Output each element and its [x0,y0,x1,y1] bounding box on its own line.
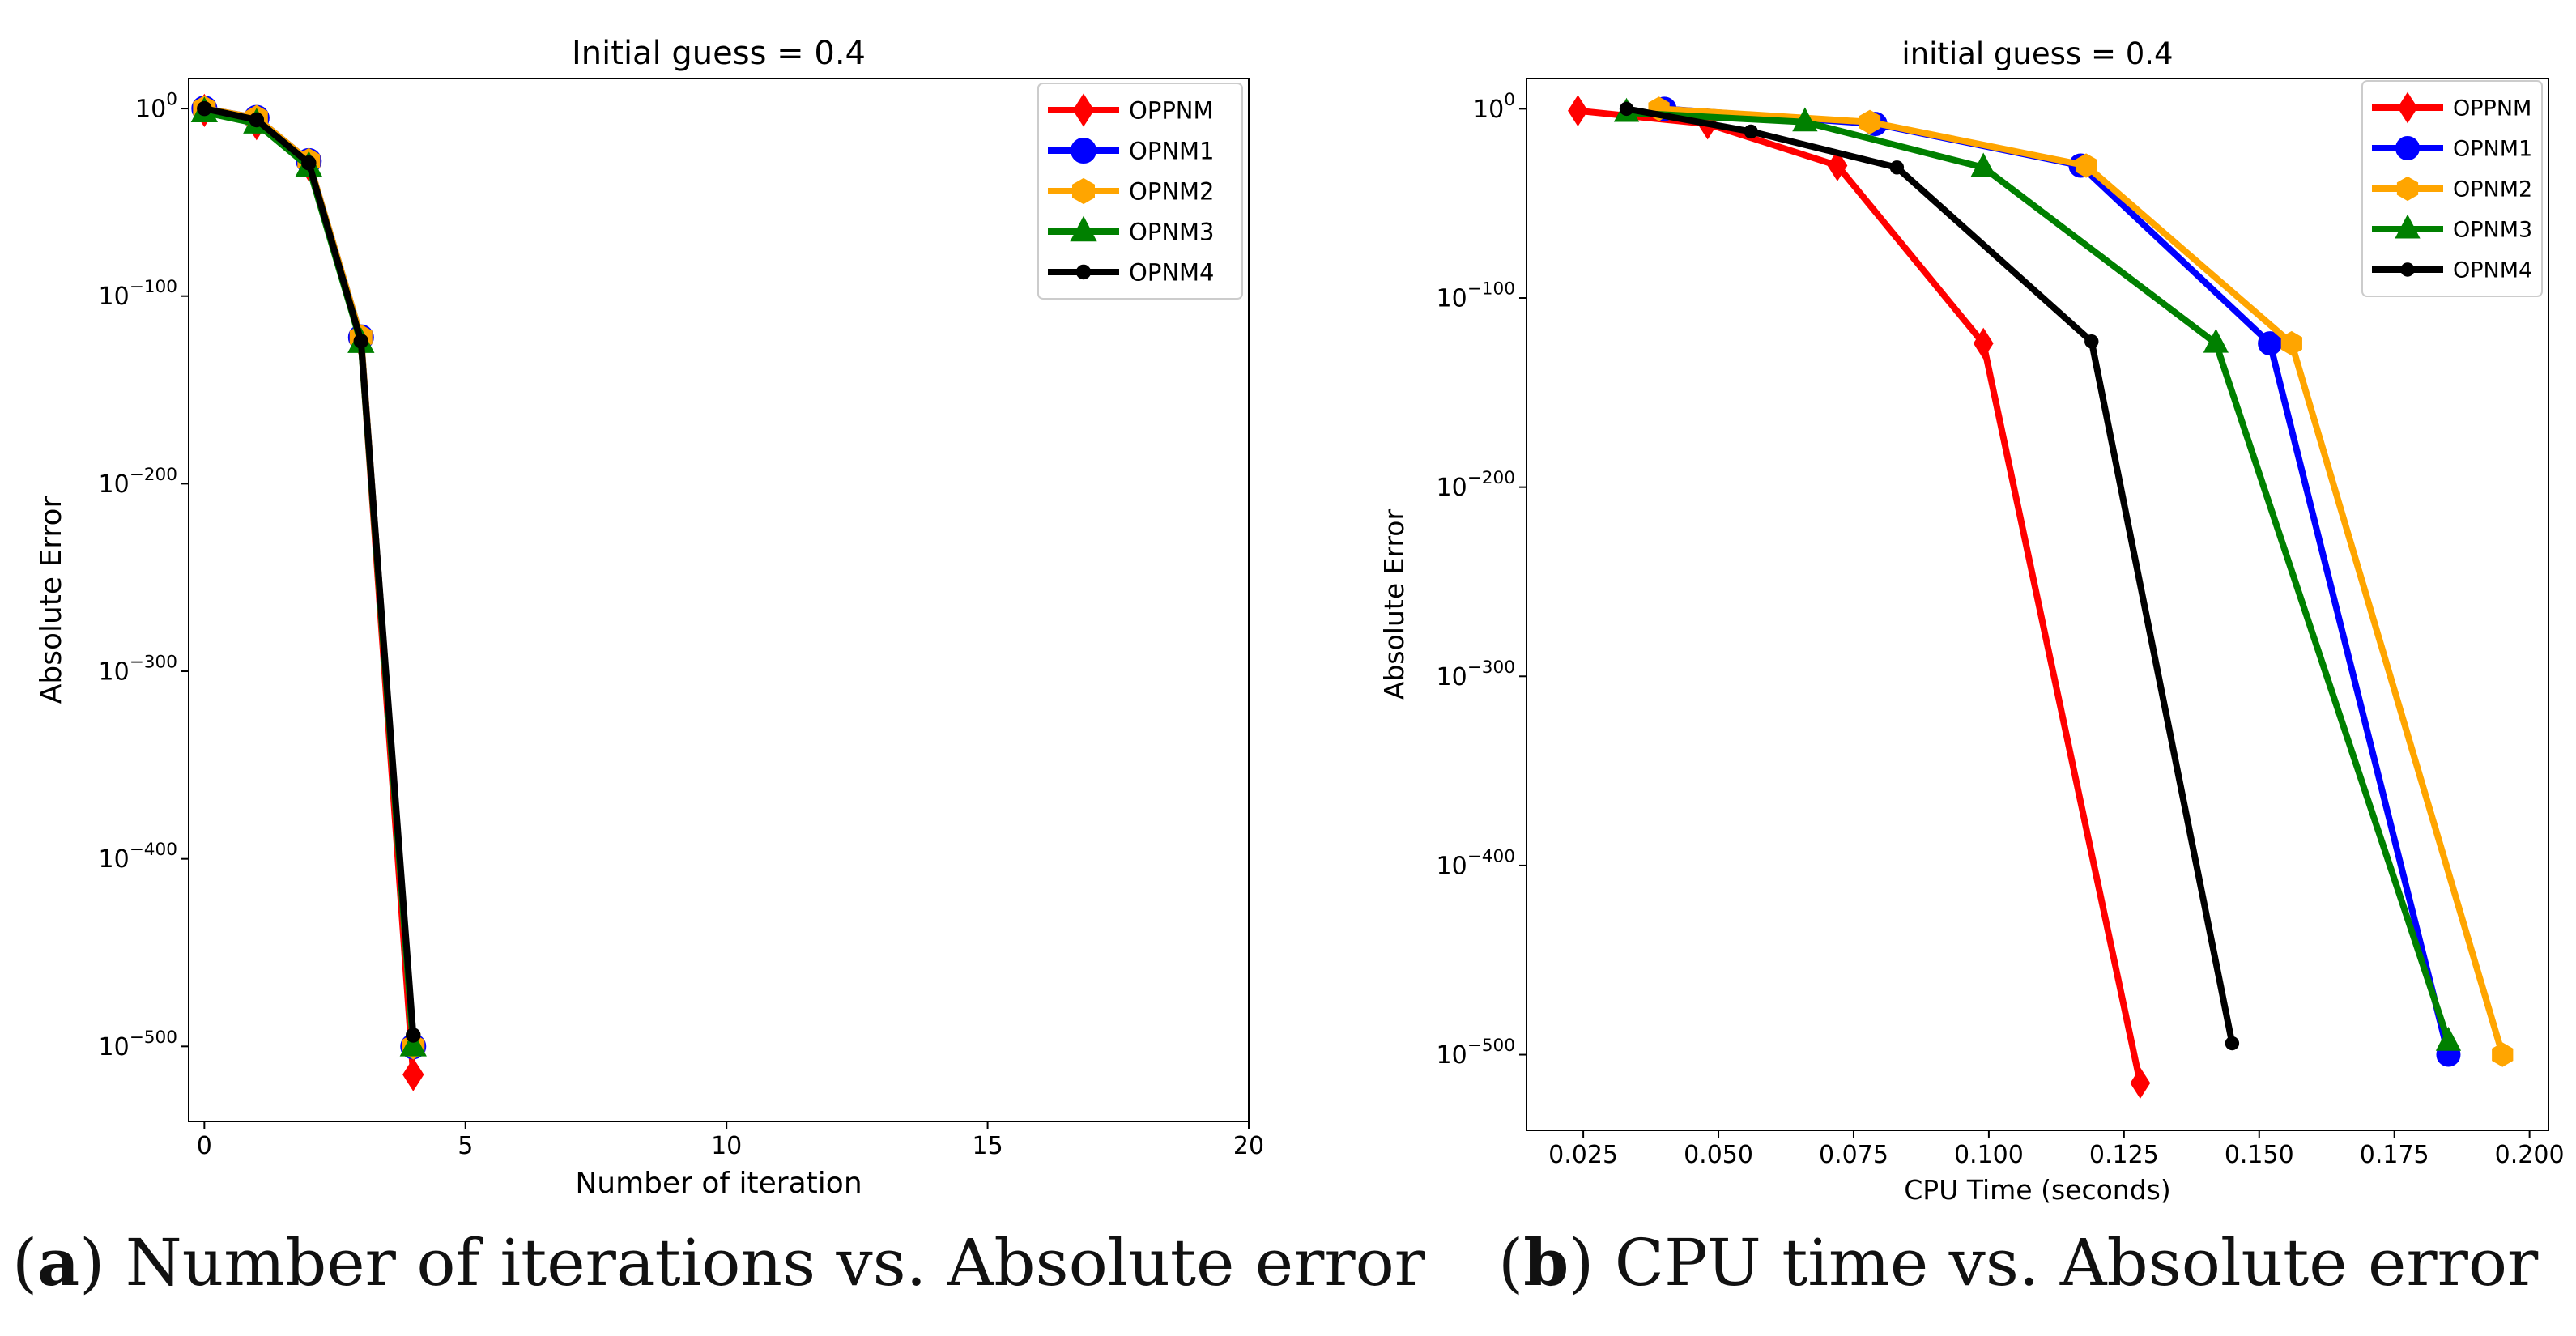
data-point-opnm3 [2435,1026,2462,1051]
x-tick-label: 0.075 [1819,1141,1888,1169]
y-axis-label: Absolute Error [35,496,68,704]
data-point-opnm4 [406,1028,421,1043]
data-point-opnm2 [1859,109,1881,134]
data-point-oppnm [1568,95,1588,127]
x-axis-label: CPU Time (seconds) [1904,1174,2170,1206]
chart-title: initial guess = 0.4 [1901,36,2173,71]
x-tick-label: 0 [197,1132,212,1160]
caption-b: (b) CPU time vs. Absolute error [1498,1224,2539,1300]
legend-label-opnm1: OPNM1 [2453,137,2532,162]
x-tick-label: 0.025 [1548,1141,1618,1169]
panel-a-chart: Initial guess = 0.4 0 5 10 15 20 100 10−100 10−2… [35,35,1264,1200]
series-line-opnm4 [1625,105,2236,1045]
data-point-opnm2 [2280,330,2302,356]
legend-marker-opnm3 [2395,214,2421,239]
data-point-oppnm [402,1057,424,1091]
data-point-opnm2 [2492,1042,2514,1067]
series-line-opnm3 [1626,109,2452,1043]
y-tick-label: 10−300 [1437,657,1516,691]
legend-label-oppnm: OPPNM [2453,96,2531,121]
data-point-opnm2 [2075,153,2097,178]
caption-b-text: CPU time vs. Absolute error [1614,1225,2539,1300]
x-tick-label: 20 [1233,1132,1264,1160]
x-tick-label: 0.100 [1954,1141,2024,1169]
x-tick-label: 15 [972,1132,1003,1160]
series-line-opnm4 [203,105,417,1036]
y-tick-label: 10−200 [99,465,178,499]
legend-marker-oppnm [1072,93,1095,127]
legend-marker-opnm3 [1070,215,1097,242]
legend-box [1037,83,1243,300]
legend-label-opnm4: OPNM4 [2453,258,2532,283]
legend-label-opnm3: OPNM3 [1129,218,1214,245]
legend-marker-opnm4 [1075,264,1092,280]
y-tick-label: 10−200 [1437,468,1516,502]
x-tick-label: 0.175 [2360,1141,2429,1169]
data-point-opnm4 [249,112,265,128]
legend-marker-oppnm [2397,91,2418,124]
y-tick-label: 10−100 [1437,279,1516,313]
data-point-opnm4 [2084,334,2099,349]
data-point-opnm4 [197,100,212,117]
data-point-opnm4 [2225,1036,2240,1051]
data-point-opnm4 [1744,124,1758,139]
legend-marker-opnm4 [2400,262,2415,277]
caption-a: (a) Number of iterations vs. Absolute er… [12,1224,1426,1300]
legend-label-opnm2: OPNM2 [2453,177,2532,202]
data-point-opnm4 [353,334,369,349]
data-point-opnm3 [1970,152,1996,177]
data-point-oppnm [1973,327,1994,360]
plot-frame [188,78,1250,1122]
chart-title: Initial guess = 0.4 [572,35,866,72]
caption-b-letter: b [1523,1224,1569,1300]
caption-a-text: Number of iterations vs. Absolute error [125,1225,1426,1300]
legend-marker-opnm2 [2396,176,2419,202]
x-tick-label: 5 [458,1132,473,1160]
data-point-opnm3 [399,1030,427,1057]
legend-box [2361,80,2543,297]
caption-a-letter: a [37,1224,80,1300]
x-axis-label: Number of iteration [575,1167,862,1200]
y-tick-label: 10−300 [99,653,178,687]
data-point-opnm4 [301,155,317,171]
y-axis-label: Absolute Error [1378,508,1410,700]
data-point-opnm3 [2203,328,2229,353]
legend-marker-opnm2 [1072,177,1095,205]
y-tick-label: 10−100 [99,277,178,311]
y-tick-label: 100 [1473,90,1515,124]
panel-b-chart: initial guess = 0.4 0.025 0.050 0.075 0.100 0… [1378,36,2565,1206]
y-tick-label: 10−400 [1437,846,1516,880]
legend-label-opnm4: OPNM4 [1129,258,1214,286]
data-point-opnm3 [1792,107,1818,132]
legend-marker-opnm1 [1071,138,1096,164]
legend-marker-opnm1 [2395,136,2420,160]
x-tick-label: 0.150 [2225,1141,2294,1169]
x-tick-label: 0.050 [1684,1141,1753,1169]
y-tick-label: 10−500 [1437,1036,1516,1070]
x-tick-label: 0.200 [2495,1141,2565,1169]
x-tick-label: 0.125 [2089,1141,2159,1169]
legend-label-oppnm: OPPNM [1129,96,1214,124]
y-tick-label: 10−500 [99,1028,178,1062]
data-point-oppnm [1827,150,1848,181]
plot-frame [1526,78,2549,1131]
y-tick-label: 10−400 [99,840,178,874]
legend-label-opnm3: OPNM3 [2453,218,2532,243]
data-point-opnm4 [1889,160,1905,175]
series-line-opnm1 [1663,105,2452,1056]
data-point-oppnm [2130,1067,2151,1099]
x-tick-label: 10 [711,1132,742,1160]
legend-label-opnm1: OPNM1 [1129,137,1214,164]
y-tick-label: 100 [135,90,177,124]
data-point-opnm4 [1619,101,1634,117]
series-line-oppnm [1578,107,2144,1084]
legend-label-opnm2: OPNM2 [1129,177,1214,205]
